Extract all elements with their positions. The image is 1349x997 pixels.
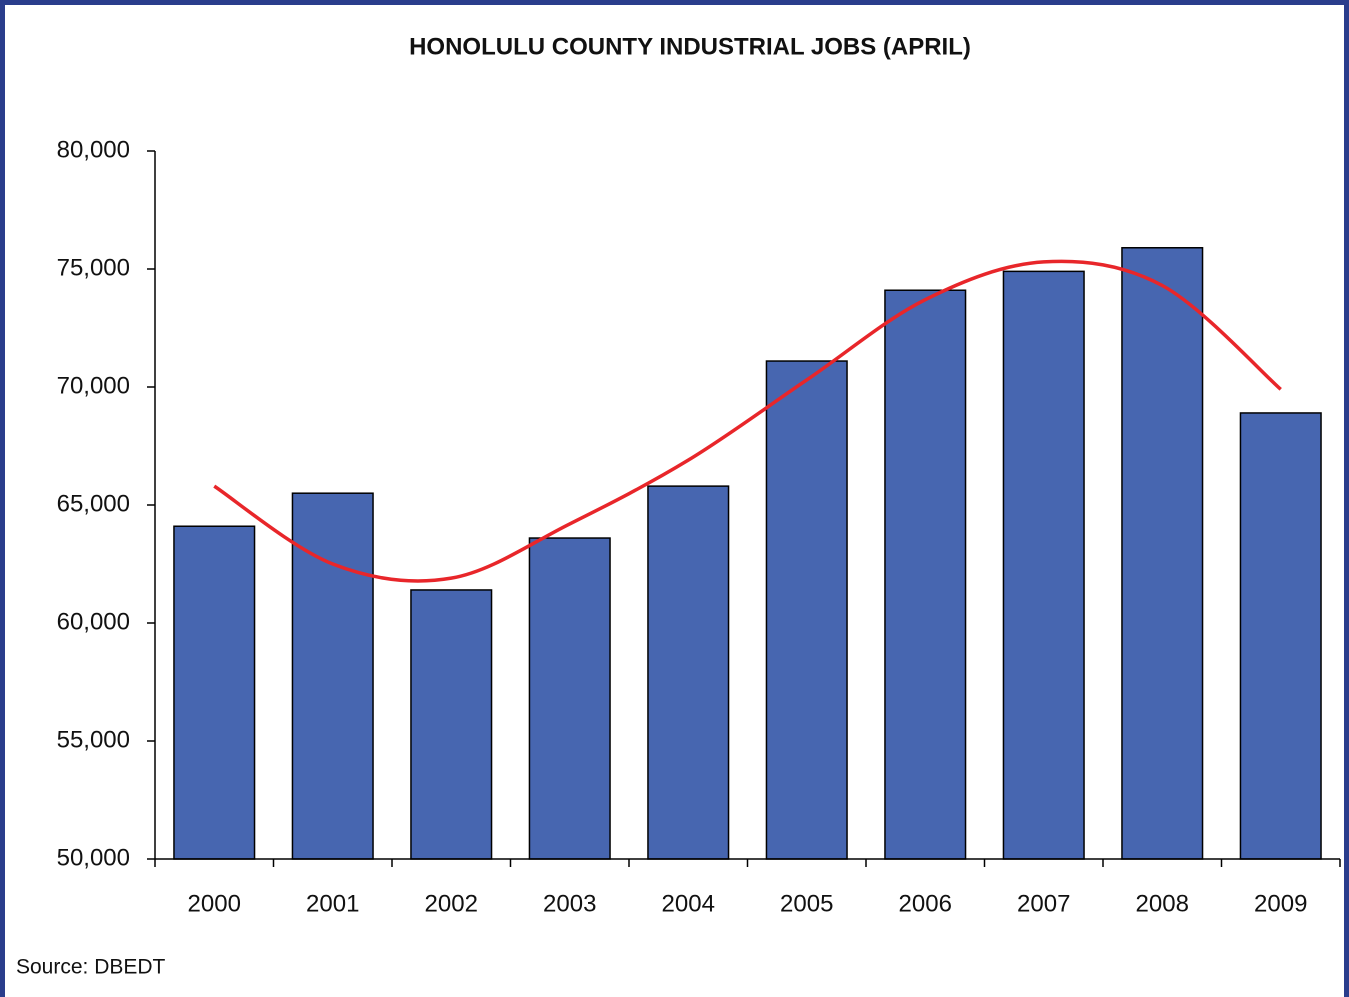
y-tick-label: 80,000 <box>57 136 130 163</box>
y-tick-label: 70,000 <box>57 372 130 399</box>
bar <box>884 289 967 860</box>
y-tick-label: 55,000 <box>57 726 130 753</box>
y-tick-label: 65,000 <box>57 490 130 517</box>
x-tick-label: 2004 <box>662 890 715 917</box>
source-note: Source: DBEDT <box>16 956 166 979</box>
bar <box>173 525 256 860</box>
x-tick-label: 2007 <box>1017 890 1070 917</box>
bar <box>647 485 730 860</box>
x-tick-label: 2000 <box>188 890 241 917</box>
x-tick-label: 2005 <box>780 890 833 917</box>
x-tick-label: 2006 <box>899 890 952 917</box>
trend-line <box>213 259 1282 583</box>
bar <box>1002 270 1085 860</box>
x-tick-label: 2009 <box>1254 890 1307 917</box>
bar <box>1121 247 1204 860</box>
x-tick-label: 2003 <box>543 890 596 917</box>
x-tick-label: 2002 <box>425 890 478 917</box>
bar <box>1239 412 1322 860</box>
bar <box>410 589 493 860</box>
bar <box>528 537 611 860</box>
x-tick-label: 2001 <box>306 890 359 917</box>
bar <box>291 492 374 860</box>
x-tick-label: 2008 <box>1136 890 1189 917</box>
chart-title: HONOLULU COUNTY INDUSTRIAL JOBS (APRIL) <box>409 33 971 60</box>
y-tick-label: 50,000 <box>57 844 130 871</box>
bar <box>765 360 848 860</box>
y-tick-label: 60,000 <box>57 608 130 635</box>
y-tick-label: 75,000 <box>57 254 130 281</box>
